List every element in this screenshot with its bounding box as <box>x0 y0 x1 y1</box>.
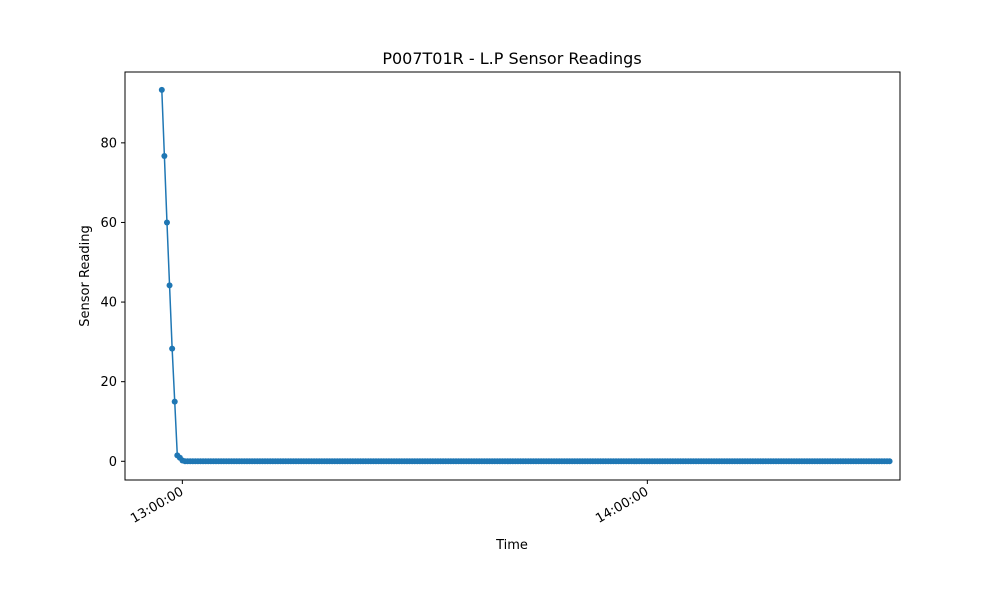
x-axis: 13:00:00 14:00:00 <box>128 480 651 527</box>
data-point <box>161 152 168 159</box>
x-axis-label: Time <box>495 538 528 553</box>
y-tick-label: 40 <box>100 296 117 311</box>
y-tick-label: 80 <box>100 136 117 151</box>
data-point <box>886 458 893 465</box>
x-tick-label: 13:00:00 <box>128 484 186 526</box>
series-layer <box>158 86 893 465</box>
y-tick-label: 60 <box>100 216 117 231</box>
data-point <box>171 398 178 405</box>
plot-area <box>124 71 901 481</box>
y-tick-label: 0 <box>109 455 117 470</box>
y-axis-label: Sensor Reading <box>78 225 93 326</box>
data-point <box>169 345 176 352</box>
x-tick-label: 14:00:00 <box>593 484 651 526</box>
chart-title: P007T01R - L.P Sensor Readings <box>382 49 641 68</box>
data-point <box>166 282 173 289</box>
y-tick-label: 20 <box>100 375 117 390</box>
y-axis: 0 20 40 60 80 <box>100 136 125 470</box>
data-point <box>158 86 165 93</box>
data-point <box>163 219 170 226</box>
